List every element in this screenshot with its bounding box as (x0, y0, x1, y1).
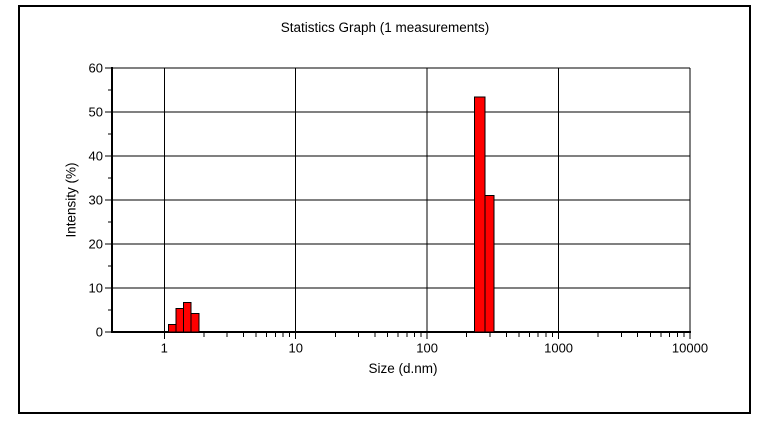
x-tick-label: 10000 (672, 341, 708, 356)
y-axis-ticks: 0 10 20 30 40 50 60 (89, 61, 112, 340)
intensity-bar (168, 324, 177, 333)
intensity-bar (484, 195, 495, 333)
y-axis-label: Intensity (%) (63, 162, 79, 238)
intensity-bar (183, 302, 192, 333)
y-tick-label: 60 (89, 61, 103, 76)
x-axis-label: Size (d.nm) (368, 361, 438, 376)
y-tick-label: 0 (96, 325, 103, 340)
y-tick-label: 20 (89, 237, 103, 252)
x-axis-ticks: 1 10 100 1000 10000 (161, 332, 708, 356)
grid-lines (112, 67, 691, 332)
y-tick-label: 50 (89, 105, 103, 120)
intensity-bar (474, 96, 486, 333)
x-tick-label: 1000 (544, 341, 573, 356)
x-tick-label: 1 (161, 341, 168, 356)
window-border (18, 5, 751, 414)
x-tick-label: 100 (416, 341, 438, 356)
y-tick-label: 10 (89, 281, 103, 296)
x-tick-label: 10 (288, 341, 302, 356)
y-tick-label: 40 (89, 149, 103, 164)
intensity-bars (168, 96, 495, 333)
chart-title: Statistics Graph (1 measurements) (280, 20, 490, 35)
intensity-bar (175, 308, 185, 333)
y-tick-label: 30 (89, 193, 103, 208)
intensity-bar (190, 313, 200, 333)
